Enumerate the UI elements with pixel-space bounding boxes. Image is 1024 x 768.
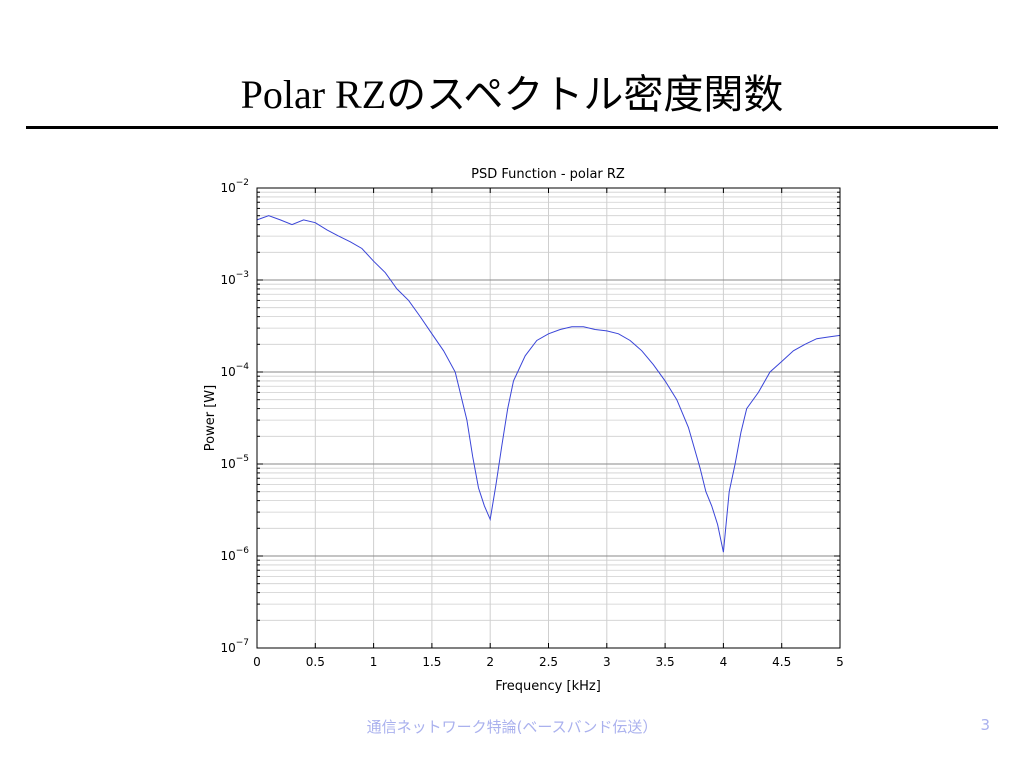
y-tick-label: 10−7 [220,638,249,655]
psd-chart: 0 0.5 1 1.5 2 2.5 3 3.5 4 4.5 5 10−2 10−3 10−4 10−5 10−… [203,167,844,694]
x-tick-label: 1.5 [422,655,441,669]
chart-series-layer [256,215,841,553]
y-tick-label: 10−6 [220,546,249,563]
x-tick-label: 5 [836,655,844,669]
slide-title: Polar RZのスペクトル密度関数 [240,72,784,117]
y-axis-label: Power [W] [203,385,218,451]
x-tick-label: 0 [253,655,261,669]
x-tick-label: 3.5 [656,655,675,669]
chart-grid [256,187,841,649]
x-tick-label: 2.5 [539,655,558,669]
y-tick-label: 10−3 [220,270,249,287]
x-axis-label: Frequency [kHz] [495,679,601,694]
y-tick-label: 10−4 [220,362,249,379]
x-tick-label: 4 [720,655,728,669]
x-tick-label: 0.5 [306,655,325,669]
title-divider [26,126,998,129]
x-tick-label: 4.5 [772,655,791,669]
x-tick-label: 1 [370,655,378,669]
x-tick-label: 2 [486,655,494,669]
y-tick-label: 10−2 [220,178,249,195]
chart-title: PSD Function - polar RZ [471,167,625,182]
footer-text: 通信ネットワーク特論(ベースバンド伝送） [366,718,658,736]
page-number: 3 [980,716,990,734]
series-line [256,215,841,553]
x-tick-label: 3 [603,655,611,669]
chart-ticks: 0 0.5 1 1.5 2 2.5 3 3.5 4 4.5 5 10−2 10−3 10−4 10−5 10−… [220,178,843,669]
y-tick-label: 10−5 [220,454,249,471]
